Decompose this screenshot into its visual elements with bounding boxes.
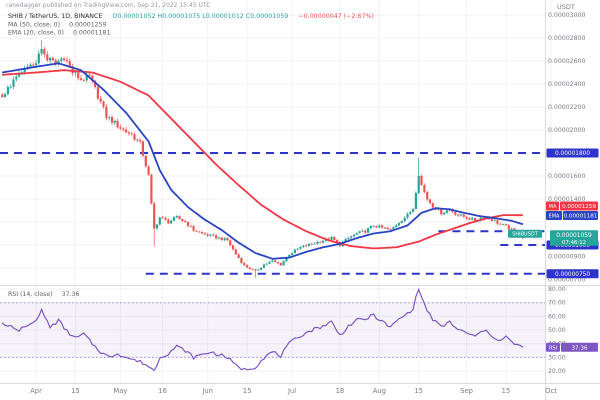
svg-text:MA: MA (549, 204, 557, 210)
ohlc-values: O0.00001052 H0.00001075 L0.00001012 C0.0… (112, 13, 288, 20)
level-price-badge-text: 0.00000750 (555, 272, 590, 278)
time-tick-label: Apr (30, 387, 42, 395)
time-tick-label: May (113, 387, 127, 395)
symbol-title: SHIB / TetherUS, 1D, BINANCE (8, 13, 102, 20)
rsi-tick-label: 50.00 (548, 327, 566, 334)
time-tick-label: Sep (460, 387, 473, 395)
level-price-badge (546, 148, 599, 158)
ema-price-badge (563, 211, 598, 220)
price-tick-label: 0.00002200 (548, 104, 585, 111)
price-tick-label: 0.00002000 (548, 127, 585, 134)
ma-price-badge (560, 201, 598, 211)
time-tick-label: 15 (414, 387, 423, 395)
rsi-legend-row: RSI (14, close) 37.36 (8, 281, 79, 300)
price-axis-scale[interactable]: 0.00003000 0.00002800 0.00002600 0.00002400… (548, 12, 585, 284)
price-tick-label: 0.00003000 (548, 12, 585, 19)
rsi-tick-label: 30.00 (548, 354, 566, 361)
price-tick-label: 0.00000700 (548, 277, 585, 284)
rsi-tick-label: 70.00 (548, 300, 566, 307)
time-tick-label: Jul (287, 387, 296, 395)
level-price-badge-text: 0.00001800 (555, 151, 590, 157)
ema-legend-value: 0.00001181 (73, 30, 110, 37)
price-tick-label: 0.00002600 (548, 58, 585, 65)
time-tick-label: Jun (201, 387, 213, 395)
rsi-tick-label: 60.00 (548, 313, 566, 320)
ema-legend-row: EMA (20, close, 0) 0.00001181 (8, 20, 110, 39)
level-price-badge-text: 0.00001000 (555, 243, 590, 249)
time-tick-label: Oct (545, 387, 557, 395)
symbol-legend-row: SHIB / TetherUS, 1D, BINANCE O0.00001052… (8, 3, 374, 22)
price-tick-label: 0.00002800 (548, 35, 585, 42)
rsi-tick-label: 80.00 (548, 286, 566, 293)
rsi-legend-label: RSI (14, close) (8, 291, 53, 298)
price-tick-label: 0.00002400 (548, 81, 585, 88)
time-tick-label: 15 (243, 387, 252, 395)
ticker-tag-text: SHIBUSDT (512, 232, 539, 238)
last-price-badge (550, 230, 598, 246)
change-value: −0.00000047 (−2.67%) (298, 13, 374, 20)
ticker-tag-badge (508, 229, 542, 238)
rsi-tick-label: 20.00 (548, 368, 566, 375)
rsi-value-badge (561, 342, 598, 352)
time-tick-label: Aug (373, 387, 386, 395)
ma50-line (2, 69, 523, 250)
price-tick-label: 0.00000900 (548, 254, 585, 261)
ma-legend-value: 0.00001259 (69, 22, 106, 29)
last-price-text: 0.00001059 (556, 233, 592, 239)
rsi-line (1, 287, 524, 372)
rsi-legend-value: 37.36 (62, 291, 80, 298)
price-tick-label: 0.00001600 (548, 173, 585, 180)
ema20-line (2, 62, 524, 260)
ma-price-badge-text: 0.00001259 (562, 204, 596, 210)
attribution-text: ranedagger published on TradingView.com,… (6, 2, 210, 9)
svg-text:EMA: EMA (549, 214, 560, 220)
ema-legend-label: EMA (20, close, 0) (8, 30, 64, 37)
ema-price-badge-text: 0.00001181 (564, 214, 598, 220)
quote-currency-label: USDT (557, 3, 575, 11)
ma-legend-row: MA (50, close, 0) 0.00001259 (8, 12, 107, 31)
price-tick-label: 0.00001400 (548, 196, 585, 203)
countdown-text: 07:46:12 (562, 240, 586, 246)
level-price-badge (546, 269, 599, 279)
candlestick-series (1, 40, 524, 278)
rsi-value-badge-text: 37.36 (571, 346, 587, 352)
time-tick-label: 16 (158, 387, 167, 395)
rsi-band (0, 302, 545, 358)
time-tick-label: 15 (502, 387, 511, 395)
time-axis-scale[interactable]: Apr 15 May 16 Jun 15 Jul 18 Aug 15 Sep 15 Oct (30, 387, 557, 395)
time-tick-label: 15 (71, 387, 80, 395)
svg-text:RSI: RSI (549, 345, 557, 351)
ma-legend-label: MA (50, close, 0) (8, 22, 60, 29)
axis-value-badges: 0.00001800 0.00001000 0.00000750 MA 0.000012… (508, 148, 599, 352)
time-tick-label: 18 (336, 387, 345, 395)
grid-lines (0, 0, 552, 383)
